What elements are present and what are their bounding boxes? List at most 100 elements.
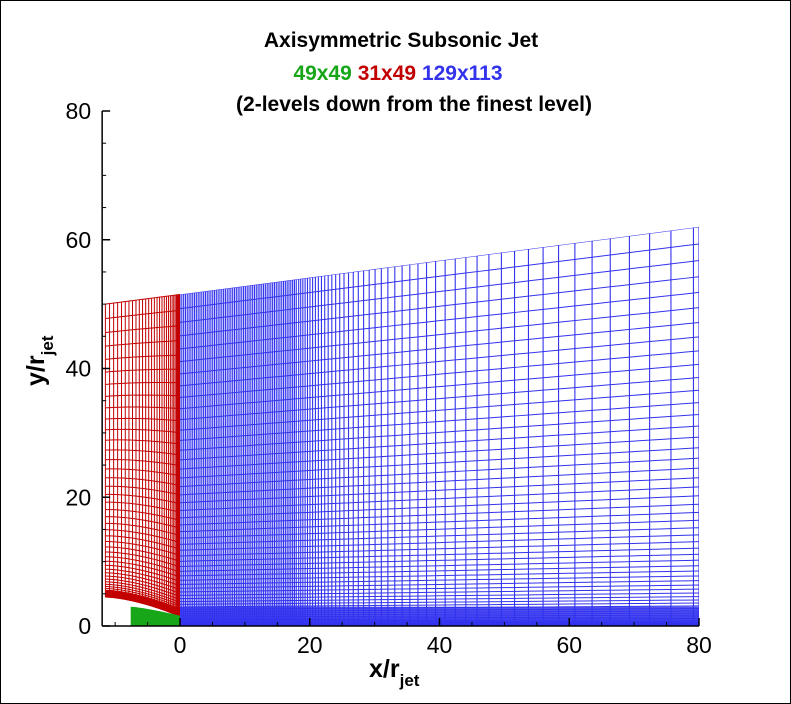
blue-grid-line-horizontal (180, 527, 699, 545)
x-tick-label: 0 (174, 632, 187, 658)
mesh-129x113 (180, 226, 699, 626)
y-tick-label: 20 (66, 484, 92, 510)
x-axis-title-main: x/r (369, 655, 400, 683)
red-grid-line-horizontal (105, 556, 181, 573)
chart-subtitle: (2-levels down from the finest level) (236, 93, 592, 116)
red-grid-line-horizontal (105, 509, 181, 521)
blue-grid-line-horizontal (180, 565, 699, 577)
x-tick-label: 80 (686, 632, 712, 658)
blue-grid-line-horizontal (180, 336, 699, 387)
legend: 49x49 31x49 129x113 (293, 62, 502, 85)
blue-grid-line-horizontal (180, 350, 699, 398)
y-tick-label: 40 (66, 356, 92, 382)
blue-grid-line-horizontal (180, 559, 699, 572)
red-grid-line-horizontal (105, 394, 181, 397)
blue-grid-line-horizontal (180, 413, 699, 451)
blue-grid-line-horizontal (180, 363, 699, 410)
blue-grid-line-horizontal (180, 584, 699, 593)
blue-grid-line-horizontal (180, 592, 699, 600)
blue-grid-line-horizontal (180, 596, 699, 603)
x-axis-title-sub: jet (399, 671, 420, 690)
blue-grid-line-horizontal (180, 519, 699, 539)
red-grid-line-horizontal (105, 560, 181, 578)
red-grid-line-horizontal (105, 535, 181, 550)
red-dense-edge (176, 294, 180, 617)
red-grid-line-horizontal (105, 309, 181, 320)
red-grid-line-horizontal (105, 516, 181, 529)
y-axis-title: y/rjet (22, 335, 57, 386)
red-grid-line-horizontal (105, 417, 181, 422)
green-mesh-region (130, 606, 180, 626)
blue-grid-line-horizontal (180, 425, 699, 461)
blue-grid-line-horizontal (180, 307, 699, 363)
legend-entry-red: 31x49 (358, 62, 416, 85)
chart-title: Axisymmetric Subsonic Jet (264, 29, 538, 52)
x-tick-label: 60 (556, 632, 582, 658)
red-grid-line-horizontal (105, 354, 181, 360)
blue-grid-line-horizontal (180, 477, 699, 504)
blue-grid-line-horizontal (180, 588, 699, 596)
red-grid-line-horizontal (105, 578, 181, 598)
blue-grid-line-horizontal (180, 377, 699, 421)
blue-grid-line-horizontal (180, 389, 699, 431)
red-grid-line-horizontal (105, 340, 181, 347)
red-grid-line-horizontal (105, 382, 181, 385)
blue-grid-line-horizontal (180, 580, 699, 589)
red-grid-line-horizontal (105, 587, 181, 608)
blue-grid-line-horizontal (180, 436, 699, 470)
red-grid-line-horizontal (105, 583, 181, 603)
red-grid-line-horizontal (105, 501, 181, 513)
mesh-49x49 (130, 606, 180, 626)
blue-grid-line-horizontal (180, 511, 699, 533)
mesh-31x49 (104, 293, 181, 617)
x-tick-label: 40 (427, 632, 453, 658)
axes: 0 20 40 60 80 0 20 40 60 80 (66, 98, 712, 658)
red-grid-line-horizontal (105, 325, 181, 334)
blue-grid-line-horizontal (180, 402, 699, 441)
y-tick-label: 60 (66, 227, 92, 253)
y-axis-title-main: y/r (22, 355, 50, 386)
blue-grid-line-horizontal (180, 534, 699, 551)
legend-entry-green: 49x49 (293, 62, 351, 85)
blue-grid-line-horizontal (180, 486, 699, 511)
blue-grid-line-horizontal (180, 570, 699, 581)
red-grid-line-horizontal (105, 586, 181, 606)
blue-grid-line-horizontal (180, 226, 699, 295)
blue-grid-line-horizontal (180, 467, 699, 496)
red-grid-line-horizontal (105, 485, 181, 496)
red-grid-line-horizontal (105, 522, 181, 536)
x-tick-label: 20 (297, 632, 323, 658)
red-grid-line-horizontal (105, 449, 181, 456)
blue-grid-line-horizontal (180, 447, 699, 479)
red-grid-line-horizontal (105, 546, 181, 562)
blue-grid-line-horizontal (180, 291, 699, 350)
blue-grid-line-horizontal (180, 243, 699, 310)
red-grid-line-horizontal (105, 551, 181, 568)
blue-grid-line-horizontal (180, 503, 699, 526)
y-tick-label: 80 (66, 98, 92, 124)
red-grid-line-horizontal (105, 493, 181, 505)
y-axis-title-sub: jet (38, 335, 57, 356)
blue-grid-line-horizontal (180, 457, 699, 488)
red-grid-line-horizontal (105, 459, 181, 467)
blue-grid-line-horizontal (180, 599, 699, 605)
blue-grid-line-horizontal (180, 541, 699, 557)
blue-grid-line-horizontal (180, 495, 699, 519)
red-grid-line-horizontal (105, 568, 181, 587)
red-grid-line-horizontal (105, 477, 181, 486)
blue-grid-line-horizontal (180, 547, 699, 562)
red-grid-line-horizontal (105, 564, 181, 583)
red-grid-line-horizontal (105, 439, 181, 445)
red-dense-band (105, 589, 180, 617)
blue-grid-line-horizontal (180, 322, 699, 375)
red-grid-line-horizontal (105, 428, 181, 434)
red-grid-line-horizontal (105, 529, 181, 543)
blue-grid-line-horizontal (180, 276, 699, 337)
red-grid-line-horizontal (105, 293, 181, 305)
y-tick-label: 0 (78, 613, 91, 639)
red-grid-line-horizontal (105, 406, 181, 410)
red-grid-line-horizontal (105, 572, 181, 591)
red-grid-line-horizontal (105, 575, 181, 594)
blue-grid-line-horizontal (180, 553, 699, 567)
